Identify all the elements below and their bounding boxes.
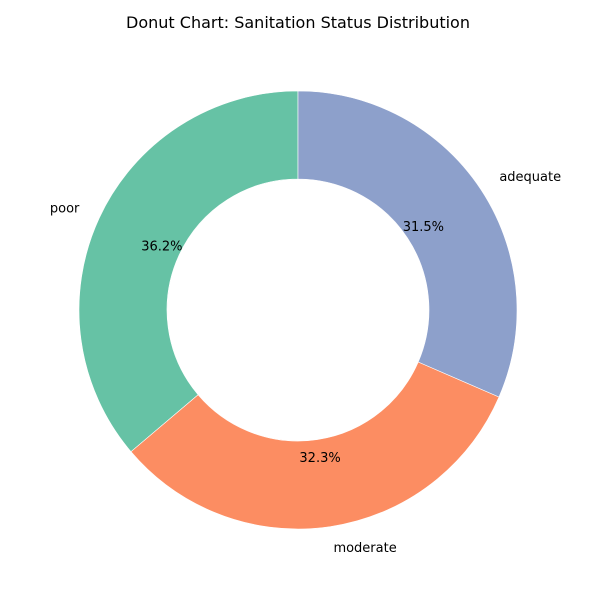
donut-labels: poor 36.2% moderate 32.3% adequate 31.5% [50,170,561,556]
category-label-moderate: moderate [333,541,396,556]
percent-label-poor: 36.2% [141,239,182,254]
donut-slices [78,90,518,530]
percent-label-adequate: 31.5% [403,220,444,235]
chart-title: Donut Chart: Sanitation Status Distribut… [126,13,470,32]
donut-slice-moderate [130,361,500,530]
percent-label-moderate: 32.3% [299,451,340,466]
category-label-adequate: adequate [499,170,561,185]
category-label-poor: poor [50,201,80,216]
donut-slice-poor [78,90,299,453]
donut-slice-adequate [297,90,518,398]
